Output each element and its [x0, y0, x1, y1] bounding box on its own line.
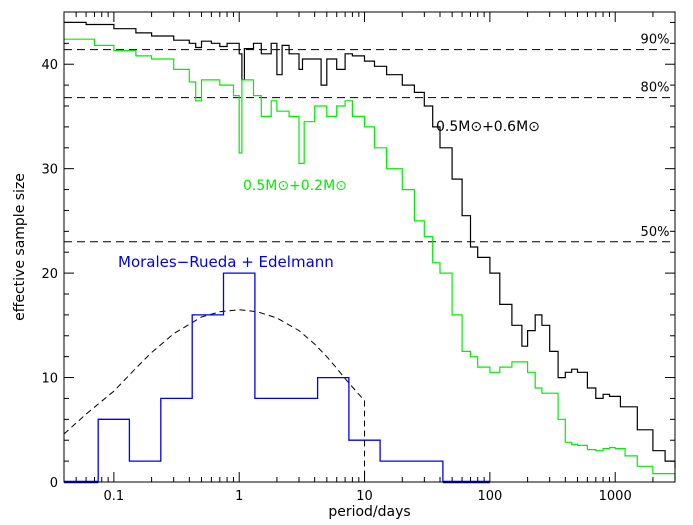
- y-tick-label: 10: [41, 372, 58, 387]
- x-tick-label: 1: [235, 489, 243, 504]
- y-tick-label: 20: [41, 267, 58, 282]
- reference-lines: 90% 80% 50%: [64, 33, 675, 243]
- plot-frame: [63, 11, 676, 483]
- histogram-bars: [64, 272, 444, 483]
- y-tick-label: 0: [50, 476, 58, 491]
- reference-line-label: 80%: [641, 81, 670, 96]
- series-group: [64, 21, 676, 480]
- x-tick-label: 1000: [599, 489, 632, 504]
- x-tick-label: 0.1: [104, 489, 125, 504]
- series-line: [64, 21, 676, 469]
- histogram-group: [64, 272, 490, 484]
- model-curve: [63, 309, 365, 435]
- model-curve-group: [63, 309, 366, 482]
- x-axis-label: period/days: [328, 504, 410, 520]
- labels-group: period/days effective sample size 0.5M⊙+0.…: [12, 119, 540, 520]
- axes-group: 0.1 1 10 100 1000 0 10 20 30 40: [41, 11, 676, 504]
- series-line: [64, 38, 676, 480]
- series-annotation: 0.5M⊙+0.6M⊙: [436, 119, 540, 135]
- y-axis-label: effective sample size: [12, 173, 28, 321]
- y-tick-label: 30: [41, 163, 58, 178]
- y-tick-label: 40: [41, 58, 58, 73]
- series-annotation: 0.5M⊙+0.2M⊙: [243, 178, 347, 194]
- histogram-label: Morales−Rueda + Edelmann: [118, 253, 334, 271]
- reference-line-label: 50%: [641, 225, 670, 240]
- x-tick-label: 10: [356, 489, 373, 504]
- reference-line-label: 90%: [641, 33, 670, 48]
- x-tick-label: 100: [477, 489, 502, 504]
